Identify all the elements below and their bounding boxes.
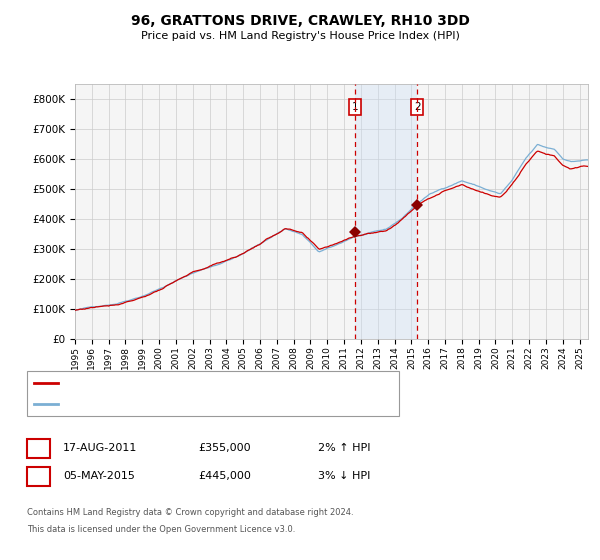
Text: 05-MAY-2015: 05-MAY-2015	[63, 471, 135, 481]
Bar	[355, 84, 417, 339]
Text: 2% ↑ HPI: 2% ↑ HPI	[318, 443, 371, 453]
Text: 17-AUG-2011: 17-AUG-2011	[63, 443, 137, 453]
Text: £355,000: £355,000	[198, 443, 251, 453]
Text: 96, GRATTONS DRIVE, CRAWLEY, RH10 3DD: 96, GRATTONS DRIVE, CRAWLEY, RH10 3DD	[131, 14, 469, 28]
Text: 96, GRATTONS DRIVE, CRAWLEY, RH10 3DD (detached house): 96, GRATTONS DRIVE, CRAWLEY, RH10 3DD (d…	[62, 378, 385, 388]
Text: Contains HM Land Registry data © Crown copyright and database right 2024.: Contains HM Land Registry data © Crown c…	[27, 508, 353, 517]
Text: 1: 1	[352, 102, 358, 112]
Text: HPI: Average price, detached house, Crawley: HPI: Average price, detached house, Craw…	[62, 399, 297, 409]
Text: Price paid vs. HM Land Registry's House Price Index (HPI): Price paid vs. HM Land Registry's House …	[140, 31, 460, 41]
Text: £445,000: £445,000	[198, 471, 251, 481]
Text: This data is licensed under the Open Government Licence v3.0.: This data is licensed under the Open Gov…	[27, 525, 295, 534]
Text: 2: 2	[414, 102, 421, 112]
Text: 1: 1	[35, 443, 42, 453]
Text: 2: 2	[35, 471, 42, 481]
Text: 3% ↓ HPI: 3% ↓ HPI	[318, 471, 370, 481]
